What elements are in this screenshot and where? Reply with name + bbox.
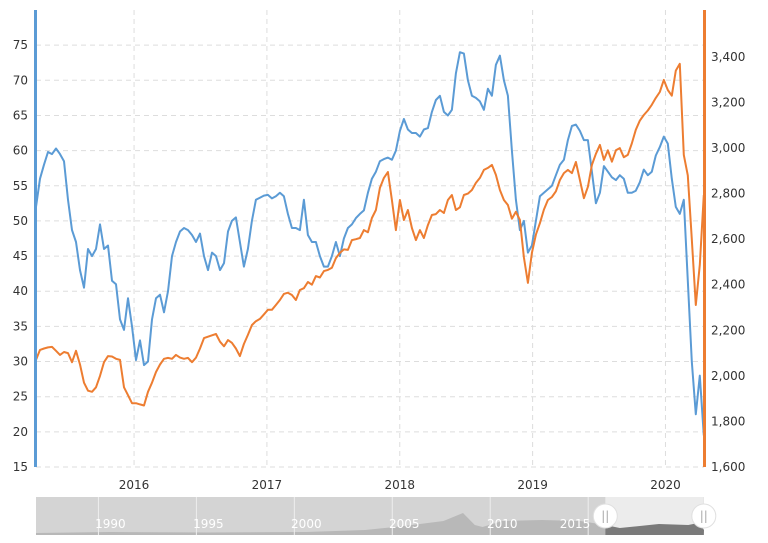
left-tick-label: 65 — [13, 108, 28, 122]
left-axis-tick-labels: 15 20 25 30 35 40 45 50 55 60 65 70 75 — [13, 38, 28, 474]
navigator-handle-right[interactable] — [691, 503, 717, 529]
right-tick-label: 2,800 — [711, 187, 745, 201]
navigator[interactable]: 1990 1995 2000 2005 2010 2015 || || — [36, 497, 717, 535]
left-tick-label: 25 — [13, 390, 28, 404]
navigator-label: 2015 — [560, 517, 591, 531]
left-axis-line — [34, 10, 37, 467]
right-tick-label: 2,400 — [711, 278, 745, 292]
right-tick-label: 3,200 — [711, 95, 745, 109]
right-axis-tick-labels: 1,600 1,800 2,000 2,200 2,400 2,600 2,800 3,000… — [711, 50, 745, 474]
x-tick-label: 2019 — [517, 478, 548, 492]
left-tick-label: 20 — [13, 425, 28, 439]
gridlines — [36, 10, 704, 468]
right-tick-label: 1,600 — [711, 460, 745, 474]
left-tick-label: 75 — [13, 38, 28, 52]
navigator-area — [36, 513, 704, 535]
navigator-selection-area — [605, 523, 704, 535]
left-tick-label: 70 — [13, 73, 28, 87]
right-tick-label: 3,400 — [711, 50, 745, 64]
series-lines — [35, 51, 705, 436]
navigator-label: 1995 — [193, 517, 224, 531]
left-tick-label: 30 — [13, 355, 28, 369]
right-axis-series-line — [35, 62, 705, 407]
x-tick-label: 2016 — [119, 478, 150, 492]
right-axis-line — [703, 10, 706, 467]
x-tick-label: 2018 — [384, 478, 415, 492]
navigator-label: 2000 — [291, 517, 322, 531]
navigator-label: 2010 — [487, 517, 518, 531]
right-tick-label: 1,800 — [711, 414, 745, 428]
navigator-label: 2005 — [389, 517, 420, 531]
grip-icon: || — [601, 509, 609, 523]
left-tick-label: 55 — [13, 179, 28, 193]
x-tick-label: 2020 — [650, 478, 681, 492]
x-axis-tick-labels: 2016 2017 2018 2019 2020 — [119, 478, 681, 492]
right-tick-label: 2,000 — [711, 369, 745, 383]
left-tick-label: 40 — [13, 284, 28, 298]
navigator-handle-left[interactable] — [592, 503, 618, 529]
right-tick-label: 2,600 — [711, 232, 745, 246]
left-tick-label: 60 — [13, 144, 28, 158]
navigator-label: 1990 — [95, 517, 126, 531]
x-tick-label: 2017 — [252, 478, 283, 492]
left-tick-label: 45 — [13, 249, 28, 263]
right-tick-label: 2,200 — [711, 323, 745, 337]
left-tick-label: 50 — [13, 214, 28, 228]
left-tick-label: 15 — [13, 460, 28, 474]
grip-icon: || — [700, 509, 708, 523]
right-tick-label: 3,000 — [711, 141, 745, 155]
left-tick-label: 35 — [13, 319, 28, 333]
left-axis-series-line — [35, 51, 705, 436]
